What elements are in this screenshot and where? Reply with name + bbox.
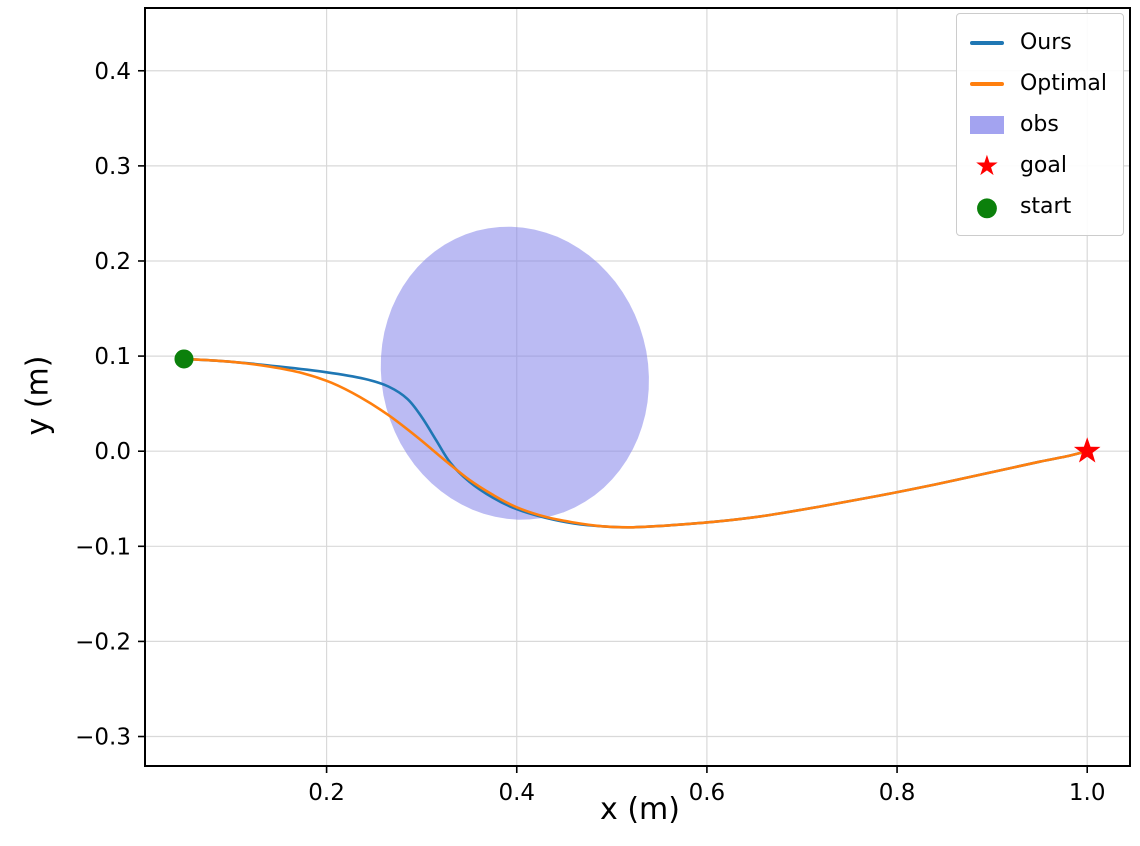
x-tick-label: 0.2 (308, 780, 345, 806)
y-tick-label: 0.1 (94, 344, 131, 370)
star-icon: ★ (974, 148, 1000, 182)
legend-item-optimal: Optimal (969, 63, 1107, 104)
legend: Ours Optimal obs ★ goal ● start (955, 13, 1124, 236)
y-tick-label: 0.3 (94, 154, 131, 180)
start-marker (174, 349, 194, 369)
obstacle-ellipse (380, 226, 649, 520)
x-tick-label: 1.0 (1069, 780, 1106, 806)
legend-item-goal: ★ goal (969, 145, 1107, 186)
goal-marker (1073, 437, 1101, 463)
y-axis-label: y (m) (20, 355, 56, 436)
line-sample-icon (969, 40, 1005, 45)
y-tick-label: −0.1 (75, 534, 131, 560)
y-tick-label: 0.2 (94, 249, 131, 275)
legend-label: obs (1019, 112, 1059, 137)
series-optimal-line (182, 357, 1089, 529)
y-tick-label: −0.2 (75, 629, 131, 655)
x-tick-label: 0.8 (879, 780, 916, 806)
x-axis-label-wrap: x (m) (0, 792, 1140, 827)
legend-item-obs: obs (969, 104, 1107, 145)
legend-label: Optimal (1019, 71, 1107, 96)
x-tick-label: 0.6 (689, 780, 726, 806)
y-tick-label: 0.0 (94, 439, 131, 465)
legend-item-start: ● start (969, 186, 1107, 227)
patch-icon (969, 115, 1005, 134)
y-tick-label: 0.4 (94, 59, 131, 85)
x-tick-label: 0.4 (498, 780, 535, 806)
legend-label: start (1019, 194, 1072, 219)
legend-item-ours: Ours (969, 22, 1107, 63)
y-tick-label: −0.3 (75, 725, 131, 751)
legend-label: goal (1019, 153, 1067, 178)
axes-frame (144, 7, 1131, 767)
legend-label: Ours (1019, 30, 1072, 55)
line-sample-icon (969, 81, 1005, 86)
circle-icon: ● (975, 191, 999, 222)
x-axis-label: x (m) (600, 792, 680, 827)
